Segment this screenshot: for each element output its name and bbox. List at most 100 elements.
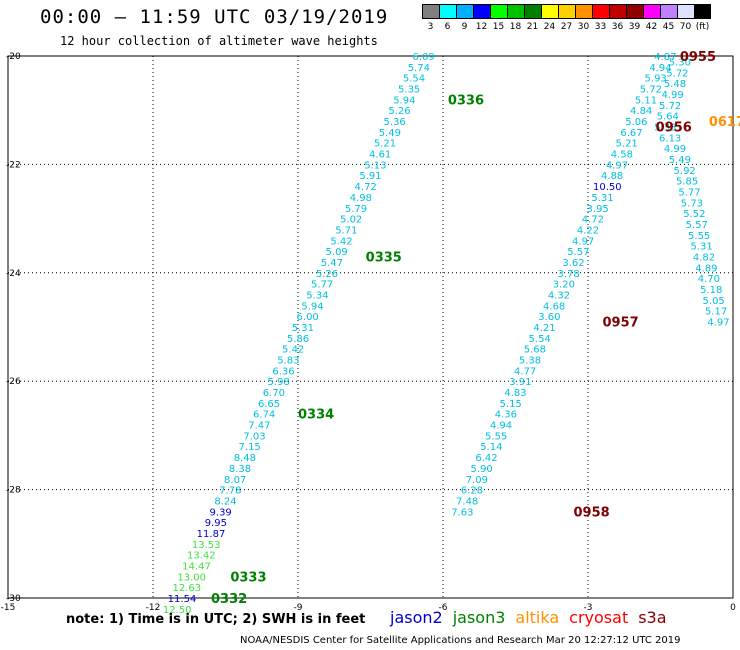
data-point-label: 5.72 (640, 85, 662, 96)
x-tick-label: -6 (439, 603, 448, 613)
data-point-label: 6.65 (258, 399, 280, 410)
scale-label: 27 (560, 22, 573, 32)
y-tick-label: -30 (6, 594, 21, 604)
data-point-label: 5.54 (403, 74, 425, 85)
data-point-label: 4.87 (654, 52, 676, 63)
scale-label: 15 (492, 22, 505, 32)
data-point-label: 4.99 (664, 144, 686, 155)
data-point-label: 5.91 (359, 171, 381, 182)
data-point-label: 4.72 (355, 182, 377, 193)
pass-time-label: 0958 (574, 505, 610, 520)
scale-label: 39 (628, 22, 641, 32)
data-point-label: 4.89 (695, 263, 717, 274)
scale-swatch (456, 4, 473, 19)
data-point-label: 4.97 (606, 160, 628, 171)
data-point-label: 4.22 (577, 225, 599, 236)
data-point-label: 5.09 (326, 247, 348, 258)
scale-swatch (439, 4, 456, 19)
scale-swatch (660, 4, 677, 19)
x-tick-label: -9 (294, 603, 303, 613)
data-point-label: 5.55 (485, 431, 507, 442)
data-point-label: 6.70 (263, 388, 285, 399)
data-point-label: 4.82 (693, 253, 715, 264)
data-point-label: 4.98 (350, 193, 372, 204)
scale-swatch (558, 4, 575, 19)
data-point-label: 3.20 (553, 280, 575, 291)
data-point-label: 5.31 (292, 323, 314, 334)
footer-credit: NOAA/NESDIS Center for Satellite Applica… (240, 635, 681, 646)
y-tick-label: -24 (6, 269, 21, 279)
data-point-label: 6.00 (297, 312, 319, 323)
data-point-label: 5.30 (669, 57, 691, 68)
data-point-label: 5.71 (335, 225, 357, 236)
data-point-label: 5.73 (681, 198, 703, 209)
data-point-label: 4.97 (707, 318, 729, 329)
data-point-label: 5.26 (388, 106, 410, 117)
pass-time-label: 0957 (603, 316, 639, 331)
data-point-label: 13.42 (187, 551, 216, 562)
data-point-label: 4.36 (495, 410, 517, 421)
data-point-label: 5.86 (287, 334, 309, 345)
data-point-label: 5.72 (659, 101, 681, 112)
scale-swatch (677, 4, 694, 19)
scale-swatch (524, 4, 541, 19)
scale-label: 33 (594, 22, 607, 32)
data-point-label: 5.06 (625, 117, 647, 128)
data-point-label: 5.42 (330, 236, 352, 247)
scale-label: 70 (679, 22, 692, 32)
x-tick-label: -15 (1, 603, 16, 613)
data-point-label: 5.13 (364, 160, 386, 171)
data-point-label: 5.11 (635, 95, 657, 106)
data-point-label: 5.02 (340, 215, 362, 226)
scale-label: 18 (509, 22, 522, 32)
x-tick-label: -12 (146, 603, 161, 613)
scale-swatch (643, 4, 660, 19)
color-scale-labels: 3 6 9 12 15 18 21 24 27 30 33 36 39 42 45 70 (ft) (422, 22, 711, 32)
scale-label: 30 (577, 22, 590, 32)
pass-time-label: 0332 (211, 592, 247, 607)
data-point-label: 6.13 (659, 133, 681, 144)
data-point-label: 5.94 (393, 95, 415, 106)
data-point-label: 7.63 (451, 507, 473, 518)
data-point-label: 5.49 (669, 155, 691, 166)
scale-swatch (507, 4, 524, 19)
legend-entry: s3a (638, 608, 667, 627)
data-point-label: 12.63 (173, 583, 202, 594)
scale-swatch (422, 4, 439, 19)
data-point-label: 4.68 (543, 301, 565, 312)
data-point-label: 4.99 (661, 90, 683, 101)
data-point-label: 9.95 (205, 518, 227, 529)
data-point-label: 5.33 (654, 122, 676, 133)
data-point-label: 5.52 (683, 209, 705, 220)
data-point-label: 5.64 (657, 112, 679, 123)
data-point-label: 5.15 (500, 399, 522, 410)
data-point-label: 5.34 (306, 290, 328, 301)
scale-swatch (626, 4, 643, 19)
data-point-label: 3.95 (587, 204, 609, 215)
data-point-label: 5.42 (282, 345, 304, 356)
data-point-label: 8.48 (234, 453, 256, 464)
y-tick-label: -22 (6, 160, 21, 170)
data-point-label: 5.92 (674, 166, 696, 177)
data-point-label: 5.31 (690, 242, 712, 253)
pass-time-label: 0334 (298, 408, 334, 423)
data-point-label: 5.54 (529, 334, 551, 345)
data-point-label: 5.93 (645, 74, 667, 85)
scale-label: 45 (662, 22, 675, 32)
pass-time-label: 0617 (709, 115, 740, 130)
data-point-label: 4.83 (504, 388, 526, 399)
data-point-label: 4.58 (611, 150, 633, 161)
data-point-label: 4.97 (572, 236, 594, 247)
data-point-label: 5.77 (311, 280, 333, 291)
data-point-label: 6.67 (620, 128, 642, 139)
data-point-label: 6.09 (413, 52, 435, 63)
data-point-label: 5.31 (591, 193, 613, 204)
data-point-label: 4.32 (548, 290, 570, 301)
scale-swatch (694, 4, 711, 19)
data-point-label: 4.72 (582, 215, 604, 226)
data-point-label: 13.53 (192, 540, 221, 551)
data-point-label: 4.94 (490, 421, 512, 432)
data-point-label: 12.50 (163, 605, 192, 616)
data-point-label: 6.74 (253, 410, 275, 421)
